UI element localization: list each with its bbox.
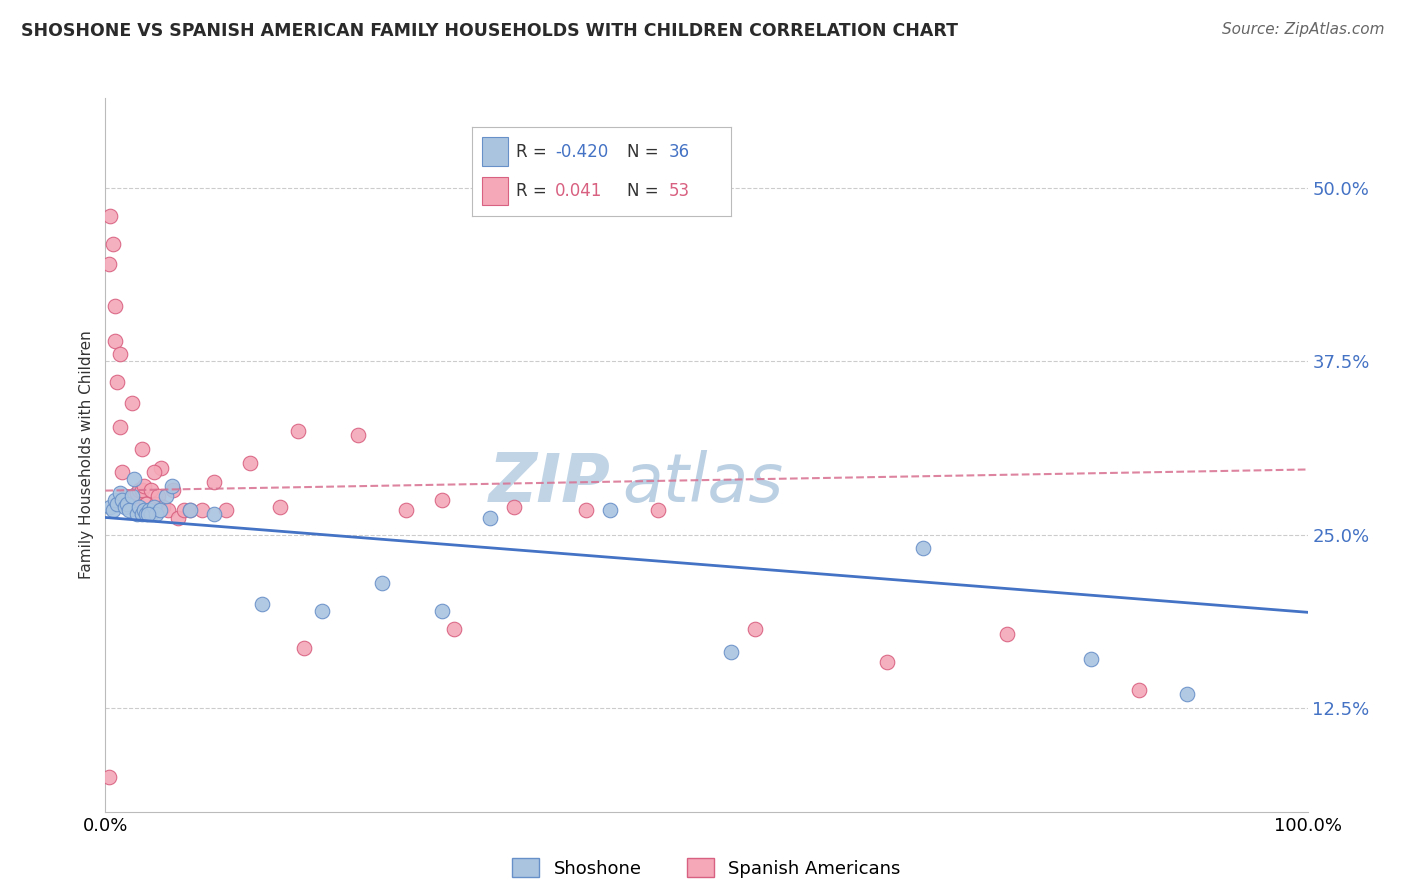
Point — [131, 483, 153, 498]
Point — [121, 396, 143, 410]
Point — [114, 500, 136, 514]
Point — [131, 507, 153, 521]
Point — [575, 502, 598, 516]
Point — [179, 502, 201, 516]
Point — [148, 489, 170, 503]
Point — [108, 347, 131, 361]
Point — [202, 507, 225, 521]
Text: SHOSHONE VS SPANISH AMERICAN FAMILY HOUSEHOLDS WITH CHILDREN CORRELATION CHART: SHOSHONE VS SPANISH AMERICAN FAMILY HOUS… — [21, 22, 957, 40]
Point — [347, 427, 370, 442]
Point — [995, 627, 1018, 641]
Point — [142, 500, 165, 514]
Point — [111, 465, 134, 479]
Point — [125, 507, 148, 521]
Point — [239, 456, 262, 470]
Point — [148, 502, 170, 516]
Point — [104, 334, 127, 348]
Point — [121, 489, 143, 503]
Point — [118, 492, 141, 507]
Point — [128, 500, 150, 514]
Point — [214, 502, 236, 516]
Point — [720, 645, 742, 659]
Point — [98, 500, 121, 514]
Point — [173, 502, 195, 516]
Point — [145, 497, 167, 511]
Point — [443, 622, 465, 636]
Point — [503, 500, 526, 514]
Point — [395, 502, 418, 516]
Point — [179, 502, 201, 516]
Point — [430, 604, 453, 618]
Point — [118, 502, 141, 516]
Point — [166, 511, 188, 525]
Point — [98, 209, 121, 223]
Point — [142, 465, 165, 479]
Point — [292, 641, 315, 656]
Point — [124, 472, 146, 486]
Text: ZIP: ZIP — [488, 450, 610, 516]
Point — [145, 507, 167, 521]
Point — [430, 492, 453, 507]
Point — [136, 507, 159, 521]
Y-axis label: Family Households with Children: Family Households with Children — [79, 331, 94, 579]
Point — [152, 500, 174, 514]
Point — [107, 375, 129, 389]
Point — [125, 486, 148, 500]
Text: Source: ZipAtlas.com: Source: ZipAtlas.com — [1222, 22, 1385, 37]
Point — [149, 461, 172, 475]
Point — [135, 507, 157, 521]
Point — [108, 419, 131, 434]
Point — [311, 604, 333, 618]
Point — [250, 597, 273, 611]
Point — [115, 497, 138, 511]
Point — [876, 655, 898, 669]
Point — [599, 502, 621, 516]
Point — [156, 502, 179, 516]
Point — [744, 622, 766, 636]
Point — [135, 497, 157, 511]
Point — [479, 511, 502, 525]
Point — [132, 479, 155, 493]
Point — [1175, 687, 1198, 701]
Point — [104, 299, 127, 313]
Text: atlas: atlas — [623, 450, 783, 516]
Point — [101, 236, 124, 251]
Point — [98, 257, 121, 271]
Point — [131, 442, 153, 456]
Point — [114, 489, 136, 503]
Point — [647, 502, 669, 516]
Point — [139, 483, 162, 498]
Point — [132, 502, 155, 516]
Point — [104, 492, 127, 507]
Point — [108, 486, 131, 500]
Point — [111, 492, 134, 507]
Point — [371, 576, 394, 591]
Point — [287, 424, 309, 438]
Point — [107, 497, 129, 511]
Point — [155, 489, 177, 503]
Point — [138, 502, 160, 516]
Point — [162, 483, 184, 498]
Point — [269, 500, 291, 514]
Point — [128, 483, 150, 498]
Point — [139, 507, 162, 521]
Point — [1128, 682, 1150, 697]
Point — [115, 497, 138, 511]
Point — [138, 502, 160, 516]
Point — [160, 479, 183, 493]
Point — [98, 770, 121, 784]
Point — [202, 475, 225, 489]
Point — [121, 497, 143, 511]
Point — [911, 541, 934, 556]
Point — [1080, 652, 1102, 666]
Point — [190, 502, 212, 516]
Point — [142, 502, 165, 516]
Point — [101, 502, 124, 516]
Point — [124, 489, 146, 503]
Legend: Shoshone, Spanish Americans: Shoshone, Spanish Americans — [505, 851, 908, 885]
